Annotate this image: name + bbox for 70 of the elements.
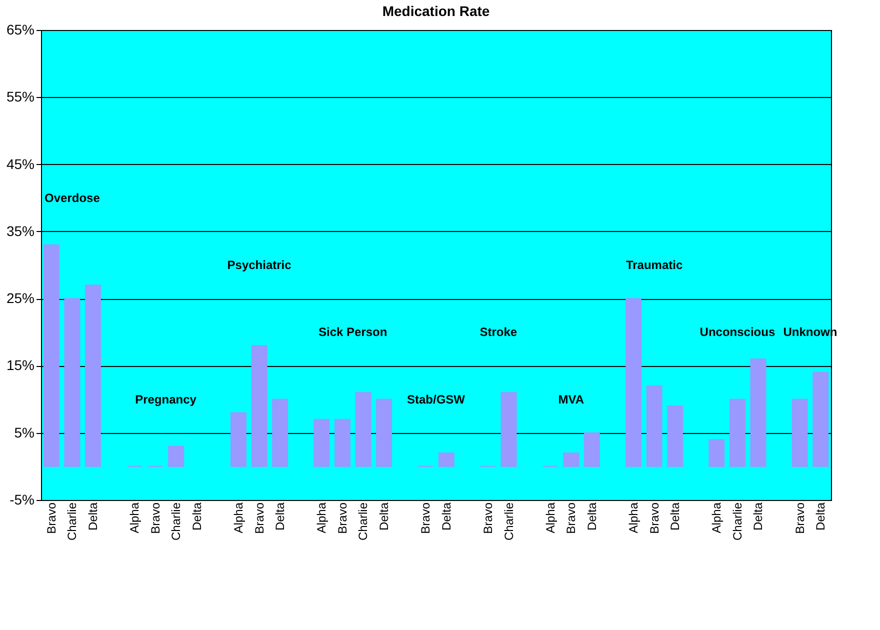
x-tick-label: Delta: [377, 502, 392, 531]
y-tick-label: 35%: [6, 222, 34, 239]
x-tick-label: Charlie: [356, 502, 370, 541]
y-tick-label: -5%: [10, 492, 34, 508]
x-tick-label: Charlie: [65, 502, 80, 541]
x-tick-label: Delta: [190, 502, 204, 531]
annotation: Sick Person: [318, 325, 388, 340]
bar: [563, 452, 580, 467]
x-tick-label: Delta: [668, 502, 682, 531]
bar: [646, 385, 662, 467]
y-tick-label: 55%: [6, 88, 34, 105]
x-tick-label: Charlie: [169, 502, 184, 541]
bar: [750, 358, 766, 467]
x-tick-label: Delta: [86, 502, 100, 531]
annotation: Unconscious: [700, 325, 776, 340]
bar: [84, 284, 101, 467]
x-tick-label: Delta: [273, 502, 288, 531]
bar: [792, 398, 808, 467]
bar: [812, 372, 829, 467]
bar: [667, 406, 684, 467]
x-tick-label: Bravo: [148, 502, 162, 534]
bar: [729, 398, 746, 467]
bar: [355, 392, 372, 467]
x-tick-label: Bravo: [418, 502, 433, 534]
y-tick-label: 5%: [14, 424, 34, 440]
x-tick-label: Bravo: [252, 502, 266, 534]
annotation: MVA: [558, 392, 584, 406]
annotation: Stroke: [480, 325, 518, 340]
bar: [64, 298, 80, 467]
x-tick-label: Bravo: [792, 502, 807, 534]
x-tick-label: Bravo: [44, 502, 58, 534]
x-tick-label: Alpha: [232, 502, 246, 534]
chart-title: Medication Rate: [382, 3, 490, 19]
bar: [438, 452, 454, 467]
x-tick-label: Bravo: [480, 502, 495, 534]
bar: [376, 398, 392, 467]
bar: [334, 418, 350, 467]
bar: [43, 244, 60, 467]
annotation: Pregnancy: [135, 392, 197, 406]
annotation: Traumatic: [626, 258, 683, 272]
bar: [230, 412, 246, 467]
x-tick-label: Alpha: [710, 502, 724, 534]
y-tick-label: 15%: [6, 357, 34, 374]
x-tick-label: Alpha: [128, 502, 142, 534]
bar: [708, 439, 725, 467]
y-tick-label: 45%: [6, 156, 34, 172]
y-tick-label: 65%: [6, 22, 34, 38]
x-tick-label: Charlie: [730, 502, 744, 541]
annotation: Psychiatric: [227, 258, 292, 272]
bar: [272, 398, 288, 467]
x-tick-label: Delta: [751, 502, 766, 531]
annotation: Overdose: [44, 190, 100, 205]
x-tick-label: Alpha: [626, 502, 640, 534]
bar: [626, 298, 642, 467]
x-tick-label: Delta: [814, 502, 828, 531]
bar: [251, 345, 268, 467]
x-tick-label: Alpha: [543, 502, 558, 534]
bar: [500, 392, 517, 467]
x-tick-label: Bravo: [647, 502, 662, 534]
bar: [168, 446, 184, 467]
x-tick-label: Bravo: [564, 502, 578, 534]
bar: [584, 432, 600, 467]
x-tick-label: Charlie: [502, 502, 516, 541]
x-tick-label: Bravo: [335, 502, 350, 534]
x-tick-label: Delta: [584, 502, 599, 531]
y-tick-label: 25%: [6, 290, 34, 306]
x-tick-label: Alpha: [314, 502, 329, 534]
annotation: Stab/GSW: [406, 392, 466, 406]
bar: [314, 418, 330, 467]
x-tick-label: Delta: [439, 502, 454, 531]
